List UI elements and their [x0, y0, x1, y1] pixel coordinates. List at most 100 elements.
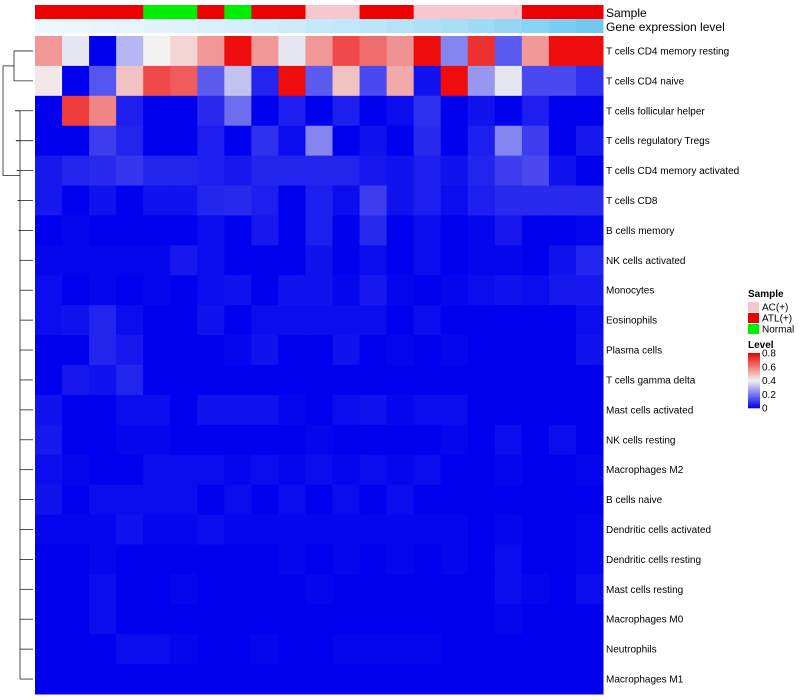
colorbar-segment: [748, 388, 760, 391]
heatmap-cell: [170, 544, 198, 575]
heatmap-cell: [62, 424, 90, 456]
heatmap-cell: [197, 634, 225, 665]
heatmap-cell: [413, 335, 442, 366]
heatmap-cell: [224, 514, 252, 545]
heatmap-cell: [62, 245, 90, 276]
heatmap-cell: [305, 604, 334, 635]
heatmap-cell: [575, 365, 604, 396]
heatmap-cell: [224, 125, 252, 157]
heatmap-cell: [332, 155, 361, 187]
heatmap-cell: [170, 185, 198, 216]
heatmap-cell: [170, 394, 198, 426]
heatmap-cell: [575, 424, 604, 456]
heatmap-cell: [116, 574, 144, 605]
heatmap-cell: [62, 215, 90, 246]
heatmap-cell: [62, 185, 90, 216]
heatmap-cell: [467, 664, 496, 695]
heatmap-cell: [386, 664, 415, 695]
heatmap-cell: [494, 155, 523, 187]
heatmap-cell: [305, 95, 334, 127]
sample-annotation-cell: [89, 5, 117, 19]
heatmap-cell: [359, 544, 388, 575]
heatmap-cell: [143, 95, 171, 127]
heatmap-cell: [143, 604, 171, 635]
heatmap-cell: [62, 36, 90, 67]
heatmap-cell: [197, 155, 225, 187]
heatmap-cell: [332, 634, 361, 665]
colorbar-segment: [748, 405, 760, 407]
heatmap-cell: [575, 604, 604, 635]
heatmap-cell: [359, 664, 388, 695]
heatmap-cell: [89, 36, 117, 67]
heatmap-cell: [521, 634, 550, 665]
heatmap-cell: [548, 36, 577, 67]
heatmap-cell: [278, 275, 306, 306]
heatmap-cell: [332, 305, 361, 336]
heatmap-cell: [278, 155, 306, 187]
heatmap-cell: [548, 335, 577, 366]
row-label: Dendritic cells resting: [606, 555, 701, 566]
heatmap-cell: [251, 36, 279, 67]
row-label: B cells memory: [606, 226, 674, 237]
heatmap-cell: [386, 305, 415, 336]
heatmap-cell: [251, 634, 279, 665]
heatmap-cell: [413, 125, 442, 157]
heatmap-cell: [251, 484, 279, 516]
heatmap-cell: [413, 155, 442, 187]
heatmap-cell: [494, 335, 523, 366]
heatmap-cell: [575, 514, 604, 545]
heatmap-cell: [170, 514, 198, 545]
sample-annotation-cell: [359, 5, 388, 19]
heatmap-cell: [467, 155, 496, 187]
heatmap-cell: [494, 365, 523, 396]
heatmap-cell: [62, 544, 90, 575]
heatmap-cell: [440, 65, 469, 97]
colorbar-segment: [748, 398, 760, 401]
heatmap-cell: [170, 36, 198, 67]
heatmap-cell: [224, 335, 252, 366]
heatmap-cell: [332, 65, 361, 97]
heatmap-cell: [332, 245, 361, 276]
heatmap-cell: [332, 574, 361, 605]
heatmap-cell: [359, 245, 388, 276]
row-label: Monocytes: [606, 286, 654, 297]
heatmap-cell: [143, 394, 171, 426]
heatmap-cell: [494, 394, 523, 426]
colorbar-segment: [748, 403, 760, 406]
colorbar-segment: [748, 402, 760, 405]
heatmap-cell: [35, 155, 63, 187]
heatmap-cell: [440, 484, 469, 516]
heatmap-cell: [359, 125, 388, 157]
heatmap-cell: [116, 544, 144, 575]
colorbar-tick-label: 0.4: [762, 376, 776, 387]
heatmap-cell: [305, 514, 334, 545]
heatmap-cell: [62, 65, 90, 97]
heatmap-cell: [575, 574, 604, 605]
heatmap-cell: [440, 544, 469, 575]
heatmap-cell: [440, 365, 469, 396]
heatmap-cell: [35, 514, 63, 545]
heatmap-cell: [305, 424, 334, 456]
heatmap-cell: [89, 514, 117, 545]
heatmap-cell: [305, 484, 334, 516]
heatmap-cell: [278, 424, 306, 456]
heatmap-cell: [494, 664, 523, 695]
heatmap-cell: [440, 424, 469, 456]
heatmap-cell: [386, 245, 415, 276]
heatmap-cell: [197, 454, 225, 486]
heatmap-cell: [143, 245, 171, 276]
heatmap-cell: [467, 245, 496, 276]
heatmap-cell: [62, 95, 90, 127]
sample-annotation-cell: [251, 5, 279, 19]
row-label: Dendritic cells activated: [606, 525, 711, 536]
heatmap-cell: [62, 454, 90, 486]
heatmap-cell: [521, 574, 550, 605]
heatmap-cell: [467, 95, 496, 127]
heatmap-cell: [116, 65, 144, 97]
colorbar-segment: [748, 380, 760, 383]
sample-annotation-cell: [467, 5, 496, 19]
row-dendrogram: [2, 50, 33, 680]
heatmap-cell: [143, 454, 171, 486]
expression-annotation-cell: [413, 19, 442, 33]
heatmap-cell: [467, 365, 496, 396]
